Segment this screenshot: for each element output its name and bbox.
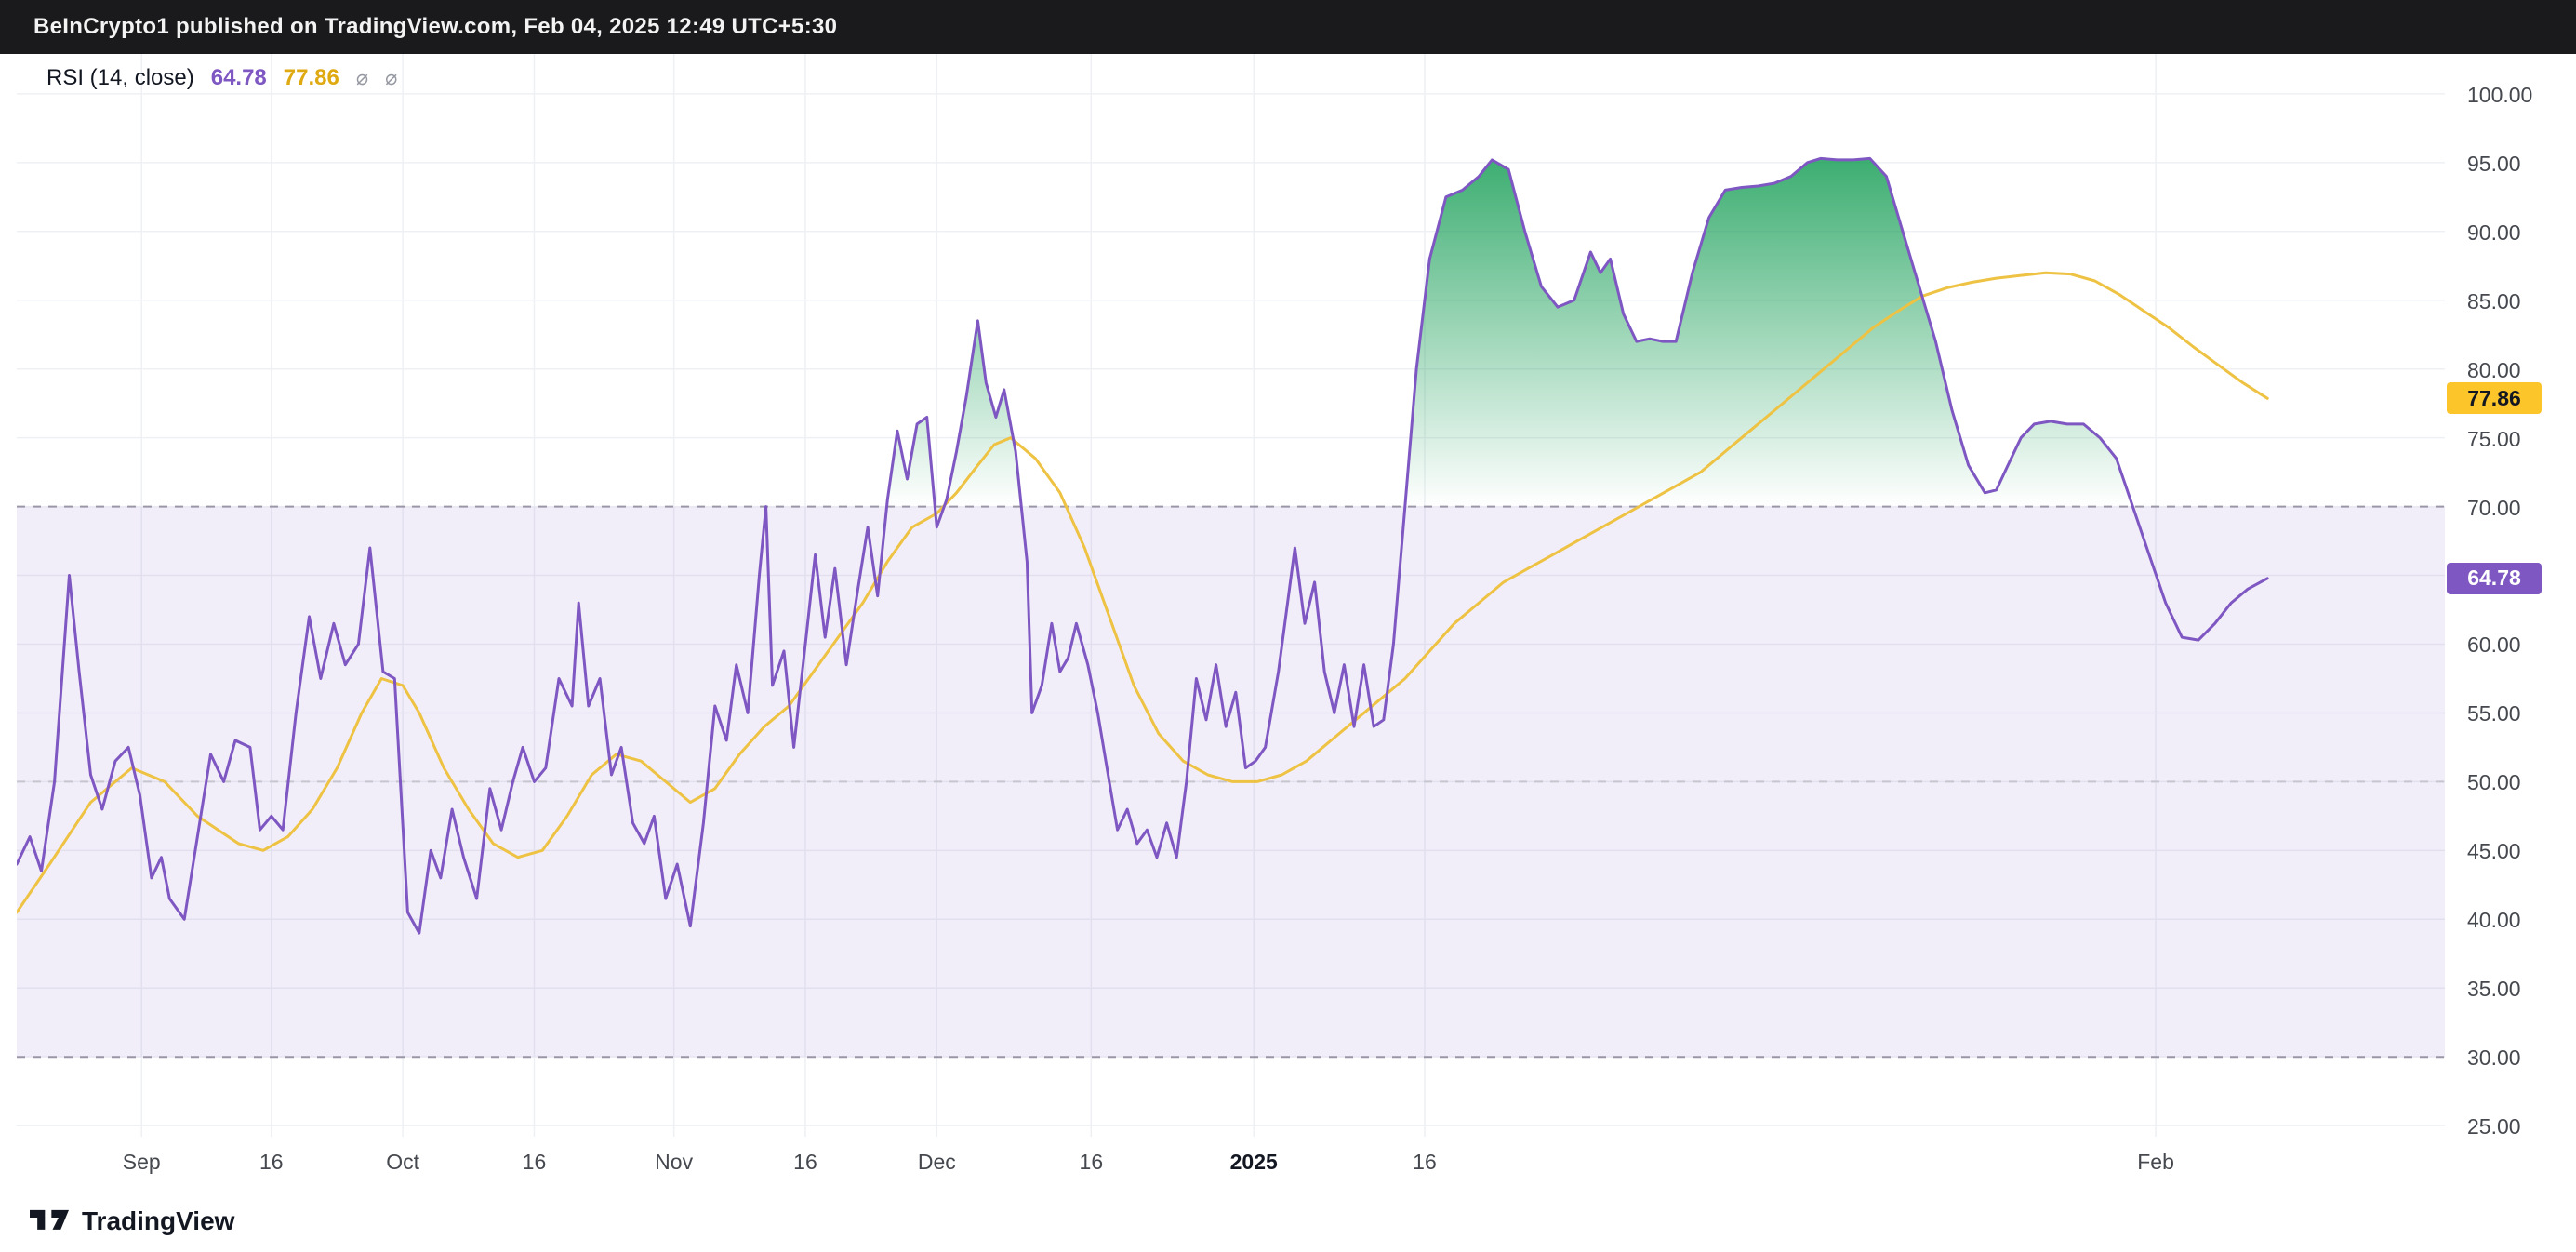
grid — [17, 54, 2445, 1137]
indicator-legend: RSI (14, close) 64.78 77.86 ⌀ ⌀ — [46, 65, 397, 91]
y-axis-label: 35.00 — [2467, 977, 2521, 1002]
rsi-chart[interactable] — [17, 54, 2445, 1137]
attribution-bar: BeInCrypto1 published on TradingView.com… — [0, 0, 2576, 54]
ma-price-badge: 77.86 — [2447, 382, 2542, 415]
y-axis-label: 100.00 — [2467, 82, 2533, 107]
ma-line — [17, 271, 2269, 914]
y-axis-label: 70.00 — [2467, 495, 2521, 520]
x-axis-label: 16 — [259, 1150, 284, 1174]
y-axis-label: 75.00 — [2467, 426, 2521, 451]
y-axis-label: 85.00 — [2467, 288, 2521, 313]
y-axis-label: 80.00 — [2467, 357, 2521, 382]
x-axis-label: Feb — [2137, 1150, 2174, 1174]
x-axis-label: 16 — [1079, 1150, 1104, 1174]
footer: TradingView — [0, 1190, 2576, 1252]
x-axis-label: Dec — [917, 1150, 956, 1174]
rsi-price-badge: 64.78 — [2447, 562, 2542, 594]
y-axis-label: 90.00 — [2467, 220, 2521, 245]
tradingview-logo[interactable] — [30, 1205, 69, 1236]
y-axis-label: 45.00 — [2467, 839, 2521, 864]
x-axis-label: 2025 — [1229, 1150, 1278, 1174]
rsi-line — [17, 156, 2269, 935]
x-axis-label: Oct — [386, 1150, 420, 1174]
ma-value: 77.86 — [283, 65, 339, 90]
hide-toggle-icon[interactable]: ⌀ — [355, 66, 369, 89]
x-axis-label: 16 — [1413, 1150, 1437, 1174]
overbought-fill — [886, 158, 2133, 507]
y-axis-label: 25.00 — [2467, 1114, 2521, 1139]
price-axis[interactable]: 100.0095.0090.0085.0080.0075.0070.0065.0… — [2445, 0, 2576, 1252]
y-axis-label: 55.00 — [2467, 701, 2521, 726]
y-axis-label: 50.00 — [2467, 770, 2521, 795]
indicator-title: RSI (14, close) — [46, 65, 194, 90]
y-axis-label: 40.00 — [2467, 908, 2521, 933]
x-axis-label: Nov — [655, 1150, 694, 1174]
y-axis-label: 30.00 — [2467, 1046, 2521, 1071]
x-axis-label: Sep — [122, 1150, 161, 1174]
hide-toggle-icon[interactable]: ⌀ — [385, 66, 398, 89]
y-axis-label: 60.00 — [2467, 633, 2521, 658]
tradingview-brand[interactable]: TradingView — [82, 1205, 235, 1235]
x-axis-label: 16 — [793, 1150, 817, 1174]
rsi-value: 64.78 — [210, 65, 267, 90]
attribution-text: BeInCrypto1 published on TradingView.com… — [33, 14, 838, 39]
y-axis-label: 95.00 — [2467, 151, 2521, 176]
x-axis-label: 16 — [522, 1150, 547, 1174]
